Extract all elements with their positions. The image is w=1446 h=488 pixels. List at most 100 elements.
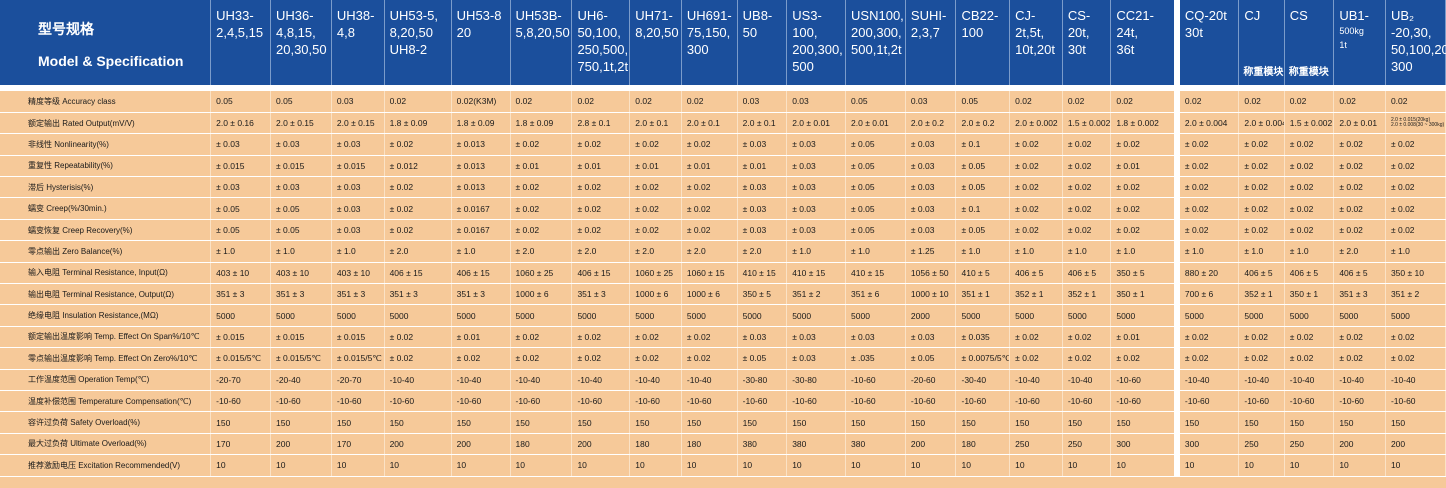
table-cell: 10 (270, 454, 332, 477)
column-header: CS-20t, 30t (1062, 0, 1112, 85)
table-cell: 380 (737, 433, 788, 456)
table-cell: 1000 ± 6 (629, 283, 682, 306)
table-cell: 2.0 ± 0.01 (1333, 112, 1386, 135)
table-cell: -10-60 (270, 390, 332, 413)
table-cell: ± 0.02 (1062, 176, 1112, 199)
table-cell: ± 0.02 (629, 176, 682, 199)
column-header: UH36- 4,8,15, 20,30,50 (270, 0, 332, 85)
table-cell: -10-60 (384, 390, 452, 413)
table-cell: -10-40 (1173, 369, 1240, 391)
table-cell: -10-60 (1173, 390, 1240, 413)
table-cell: 0.02 (1238, 91, 1285, 113)
table-cell: 351 ± 1 (955, 283, 1011, 306)
table-cell: 200 (1385, 433, 1446, 456)
column-header: UB₂ -20,30, 50,100,200, 300 (1385, 0, 1446, 85)
table-cell: 352 ± 1 (1062, 283, 1112, 306)
table-cell: 10 (905, 454, 957, 477)
table-cell: ± 0.05 (270, 219, 332, 242)
row-label: 零点输出 Zero Balance(%) (0, 240, 212, 263)
model-name: UH36- 4,8,15, 20,30,50 (276, 8, 327, 57)
table-cell: ± 0.02 (1173, 326, 1240, 349)
table-cell: ± 0.02 (1009, 219, 1063, 242)
table-cell: ± 0.03 (786, 219, 847, 242)
table-cell: ± 0.015 (270, 155, 332, 178)
table-cell: -10-40 (1062, 369, 1112, 391)
table-cell: ± 0.02 (1385, 197, 1446, 220)
table-row: 蠕变 Creep(%/30min.) ± 0.05 ± 0.05 ± 0.03 ± 0.… (0, 197, 1446, 220)
table-cell: ± 2.0 (571, 240, 631, 263)
table-cell: -10-60 (955, 390, 1011, 413)
table-cell: ± 0.02 (1238, 176, 1285, 199)
table-cell: 1000 ± 6 (510, 283, 573, 306)
table-cell: ± 0.02 (1333, 347, 1386, 370)
table-cell: 0.03 (786, 91, 847, 113)
table-cell: ± 0.02 (1385, 326, 1446, 349)
table-cell: ± 0.02 (1009, 197, 1063, 220)
table-cell: ± 0.01 (1110, 155, 1178, 178)
table-cell: ± 0.03 (737, 219, 788, 242)
table-cell: ± 0.02 (1333, 133, 1386, 156)
column-header: UH33- 2,4,5,15 (210, 0, 271, 85)
model-name: UB₂ -20,30, 50,100,200, 300 (1390, 8, 1446, 74)
table-cell: 10 (955, 454, 1011, 477)
table-cell: ± 2.0 (1333, 240, 1386, 263)
table-cell: 150 (571, 411, 631, 434)
column-header: US3-100, 200,300, 500 (786, 0, 847, 85)
table-cell: 0.03 (331, 91, 385, 113)
table-cell: 5000 (737, 304, 788, 327)
table-cell: -10-60 (451, 390, 511, 413)
table-cell: 5000 (845, 304, 906, 327)
table-cell: 351 ± 3 (270, 283, 332, 306)
table-cell: ± 0.01 (737, 155, 788, 178)
table-row: 零点输出温度影响 Temp. Effect On Zero%/10℃ ± 0.01… (0, 347, 1446, 370)
table-cell: ± 0.02 (510, 219, 573, 242)
specification-table: 型号规格 Model & Specification UH33- 2,4,5,1… (0, 0, 1446, 477)
table-cell: 2.0 ± 0.15 (270, 112, 332, 135)
table-cell: 150 (1110, 411, 1178, 434)
table-cell: 0.02 (1333, 91, 1386, 113)
table-cell: ± 0.01 (681, 155, 738, 178)
row-label: 容许过负荷 Safety Overload(%) (0, 411, 212, 434)
table-cell: 150 (845, 411, 906, 434)
table-cell: ± 0.02 (384, 219, 452, 242)
table-cell: ± 1.0 (1284, 240, 1335, 263)
table-cell: 5000 (1110, 304, 1178, 327)
table-cell: ± 0.03 (331, 176, 385, 199)
table-cell: 1.8 ± 0.09 (384, 112, 452, 135)
table-body: 精度等级 Accuracy class 0.05 0.05 0.03 0.02 0.02(… (0, 85, 1446, 477)
table-cell: 10 (1173, 454, 1240, 477)
table-cell: 5000 (1009, 304, 1063, 327)
row-label: 蠕变恢复 Creep Recovery(%) (0, 219, 212, 242)
table-row: 精度等级 Accuracy class 0.05 0.05 0.03 0.02 0.02(… (0, 91, 1446, 113)
table-cell: -30-80 (737, 369, 788, 391)
table-cell: 2.0 ± 0.1 (737, 112, 788, 135)
table-cell: 351 ± 2 (786, 283, 847, 306)
table-cell: ± 0.02 (571, 176, 631, 199)
table-cell: 351 ± 3 (210, 283, 271, 306)
table-cell: 2.0 ± 0.1 (681, 112, 738, 135)
table-cell: ± 0.02 (571, 347, 631, 370)
table-cell: ± 0.02 (1284, 347, 1335, 370)
header-gap (0, 85, 1446, 91)
header-title-cn: 型号规格 (38, 21, 94, 37)
table-cell: ± 0.03 (210, 176, 271, 199)
table-cell: 350 ± 10 (1385, 262, 1446, 285)
table-cell: 5000 (331, 304, 385, 327)
table-cell: ± 0.02 (384, 133, 452, 156)
row-label: 滞后 Hysterisis(%) (0, 176, 212, 199)
table-cell: -30-80 (786, 369, 847, 391)
table-cell: ± 0.02 (384, 347, 452, 370)
table-cell: ± 0.02 (629, 197, 682, 220)
model-name: UB1- (1339, 8, 1369, 23)
column-header: CS 称重模块 (1284, 0, 1335, 85)
table-cell: 0.05 (210, 91, 271, 113)
model-name: UH71- 8,20,50 (635, 8, 679, 40)
header-row: 型号规格 Model & Specification UH33- 2,4,5,1… (0, 0, 1446, 85)
table-cell: 150 (1009, 411, 1063, 434)
column-header: UH53-5, 8,20,50 UH8-2 (384, 0, 452, 85)
table-cell: ± 0.03 (210, 133, 271, 156)
table-cell: ± 1.0 (451, 240, 511, 263)
table-cell: ± 0.02 (384, 197, 452, 220)
table-cell: ± 1.0 (331, 240, 385, 263)
table-cell: 410 ± 5 (955, 262, 1011, 285)
